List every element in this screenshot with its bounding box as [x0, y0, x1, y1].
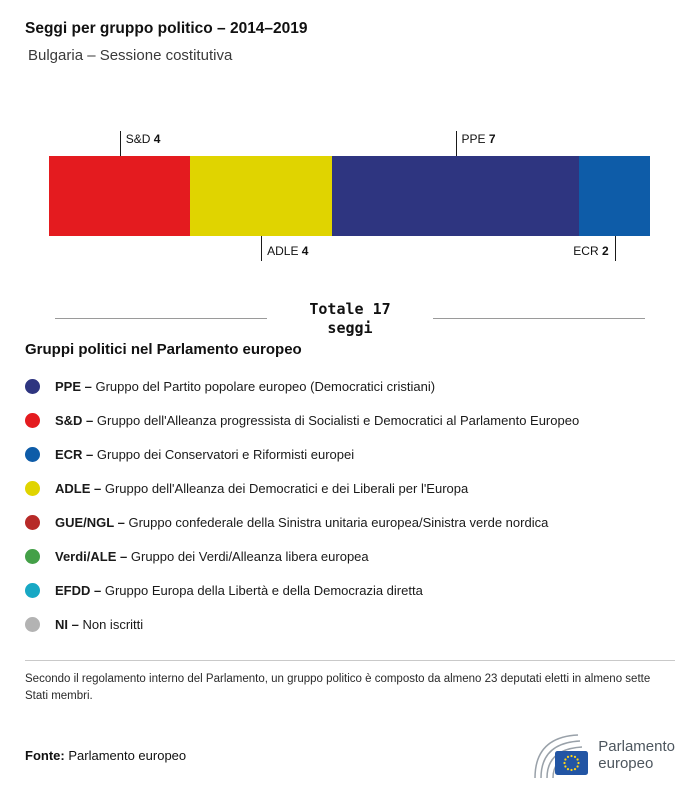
legend-label-gue-ngl: GUE/NGL – Gruppo confederale della Sinis… — [55, 515, 549, 530]
total-rule-left — [55, 318, 268, 320]
total-rule-right — [432, 318, 645, 320]
ep-logo-text: Parlamento europeo — [598, 738, 675, 773]
total-seats-row: Totale 17 seggi — [55, 300, 645, 338]
footer-divider — [25, 659, 675, 661]
source-value: Parlamento europeo — [68, 747, 187, 763]
legend-list: PPE – Gruppo del Partito popolare europe… — [25, 370, 675, 642]
legend-item-ecr: ECR – Gruppo dei Conservatori e Riformis… — [25, 438, 675, 472]
legend-item-verdi-ale: Verdi/ALE – Gruppo dei Verdi/Alleanza li… — [25, 540, 675, 574]
legend-dot-adle — [25, 481, 40, 496]
ep-logo-text-line2: europeo — [598, 755, 654, 773]
legend-dot-ppe — [25, 379, 40, 394]
legend-item-s-d: S&D – Gruppo dell'Alleanza progressista … — [25, 404, 675, 438]
bar-label-ecr: ECR 2 — [573, 244, 609, 258]
bar-label-adle: ADLE 4 — [267, 244, 309, 258]
source-line: Fonte: Parlamento europeo — [25, 748, 186, 763]
legend-label-verdi-ale: Verdi/ALE – Gruppo dei Verdi/Alleanza li… — [55, 549, 369, 564]
ep-hemicycle-flag-icon — [534, 734, 589, 779]
bar-segment-ecr — [579, 156, 650, 236]
legend-dot-ni — [25, 617, 40, 632]
seat-chart: S&D 4 PPE 7 ADLE 4 ECR 2 — [49, 128, 650, 264]
legend-dot-verdi-ale — [25, 549, 40, 564]
labels-above: S&D 4 PPE 7 — [49, 128, 650, 156]
european-parliament-logo: Parlamento europeo — [532, 732, 675, 779]
bar-segment-adle — [190, 156, 332, 236]
bar-label-ppe: PPE 7 — [461, 132, 496, 146]
legend-item-ni: NI – Non iscritti — [25, 608, 675, 642]
footer-row: Fonte: Parlamento europeo — [25, 732, 675, 779]
legend-dot-efdd — [25, 583, 40, 598]
footnote: Secondo il regolamento interno del Parla… — [25, 672, 651, 703]
callout-tick-s-d — [119, 131, 121, 156]
legend-label-adle: ADLE – Gruppo dell'Alleanza dei Democrat… — [55, 481, 469, 496]
legend-item-efdd: EFDD – Gruppo Europa della Libertà e del… — [25, 574, 675, 608]
legend-label-s-d: S&D – Gruppo dell'Alleanza progressista … — [55, 413, 580, 428]
legend-dot-ecr — [25, 447, 40, 462]
callout-tick-adle — [261, 236, 263, 261]
total-seats-line2: seggi — [327, 318, 373, 337]
bar-segment-s-d — [49, 156, 191, 236]
bar-segment-ppe — [331, 156, 580, 236]
legend-dot-s-d — [25, 413, 40, 428]
legend-item-gue-ngl: GUE/NGL – Gruppo confederale della Sinis… — [25, 506, 675, 540]
bar-label-s-d: S&D 4 — [125, 132, 161, 146]
ep-logo-text-line1: Parlamento — [598, 737, 675, 755]
callout-tick-ecr — [614, 236, 616, 261]
callout-tick-ppe — [455, 131, 457, 156]
legend-label-ppe: PPE – Gruppo del Partito popolare europe… — [55, 379, 436, 394]
legend-heading: Gruppi politici nel Parlamento europeo — [25, 340, 302, 358]
page-subtitle: Bulgaria – Sessione costitutiva — [28, 47, 233, 64]
total-seats-label: Totale 17 seggi — [267, 300, 432, 338]
legend-item-ppe: PPE – Gruppo del Partito popolare europe… — [25, 370, 675, 404]
total-seats-line1: Totale 17 — [309, 300, 391, 318]
legend-label-efdd: EFDD – Gruppo Europa della Libertà e del… — [55, 583, 423, 598]
legend-dot-gue-ngl — [25, 515, 40, 530]
legend-label-ecr: ECR – Gruppo dei Conservatori e Riformis… — [55, 447, 355, 462]
labels-below: ADLE 4 ECR 2 — [49, 236, 650, 264]
seat-bar — [49, 156, 650, 236]
legend-label-ni: NI – Non iscritti — [55, 617, 144, 632]
source-label: Fonte: — [25, 747, 65, 763]
page-title: Seggi per gruppo politico – 2014–2019 — [25, 20, 308, 37]
legend-item-adle: ADLE – Gruppo dell'Alleanza dei Democrat… — [25, 472, 675, 506]
